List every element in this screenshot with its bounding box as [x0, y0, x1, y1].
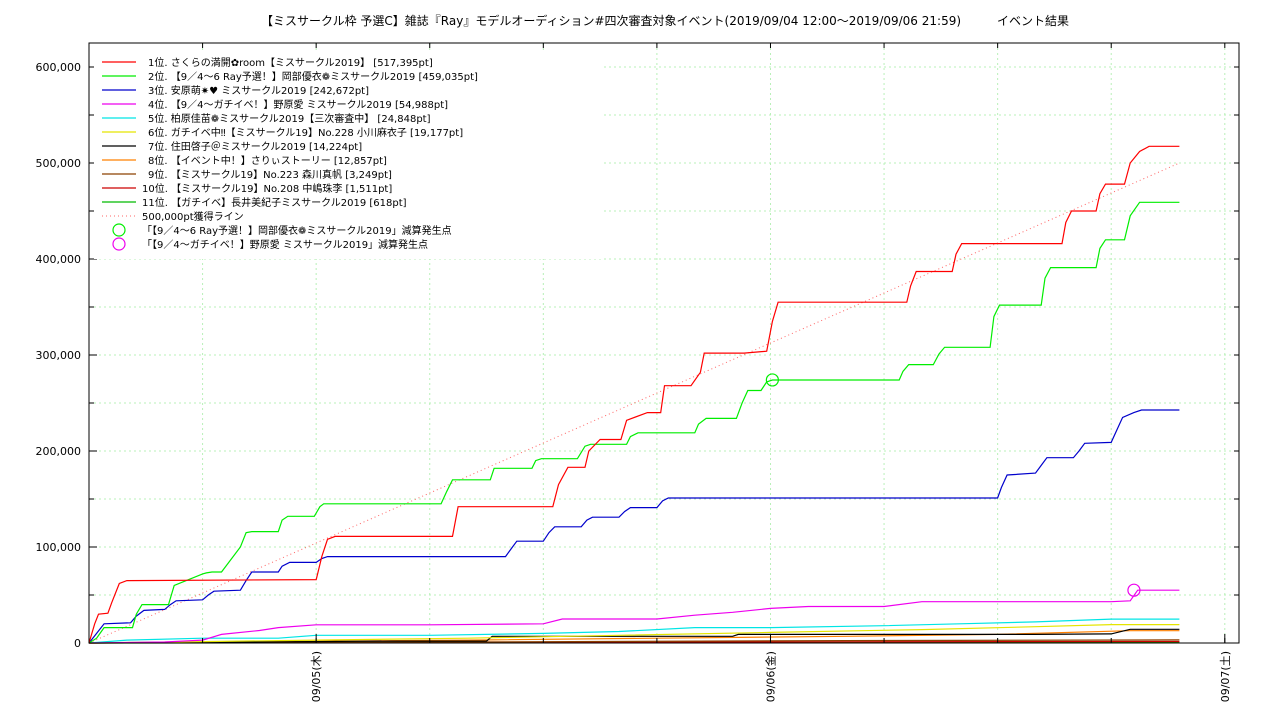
legend-label-2: 2位. 【9／4〜6 Ray予選！】岡部優衣❁ミスサークル2019 [459,0…: [148, 70, 478, 83]
legend-label-12: 500,000pt獲得ライン: [142, 210, 244, 223]
legend-box: [94, 52, 604, 259]
legend-label-9: 9位. 【ミスサークル19】No.223 森川真帆 [3,249pt]: [148, 168, 392, 181]
legend-label-4: 4位. 【9／4〜ガチイベ！】野原愛 ミスサークル2019 [54,988pt]: [148, 98, 448, 111]
legend-marker-2: [112, 237, 126, 251]
axes: 0 100,000 200,000 300,000 400,000 500,000 600,…: [36, 43, 1239, 702]
y-tick-label: 500,000: [36, 157, 82, 170]
y-tick-label: 300,000: [36, 349, 82, 362]
series-line-3: [88, 409, 1180, 644]
series-line-7: [88, 628, 1180, 644]
y-tick-label: 100,000: [36, 541, 82, 554]
deduction-marker-2: [1127, 583, 1141, 597]
legend: 1位. さくらの満開✿room【ミスサークル2019】 [517,395pt]2…: [94, 52, 604, 259]
legend-marker-label-2: 「【9／4〜ガチイベ！】野原愛 ミスサークル2019」減算発生点: [142, 238, 428, 251]
y-tick-label: 400,000: [36, 253, 82, 266]
marker-layer: [765, 373, 1141, 597]
legend-label-11: 11位. 【ガチイベ】長井美紀子ミスサークル2019 [618pt]: [142, 196, 407, 209]
series-line-4: [88, 589, 1180, 644]
y-tick-label: 600,000: [36, 61, 82, 74]
legend-label-7: 7位. 住田啓子＠ミスサークル2019 [14,224pt]: [148, 140, 362, 153]
series-line-6: [88, 623, 1180, 644]
deduction-marker-1: [765, 373, 779, 387]
series-line-1: [88, 145, 1180, 644]
x-tick-label: 09/06(金): [763, 651, 777, 702]
x-tick-label: 09/05(木): [310, 651, 323, 702]
legend-marker-label-1: 「【9／4〜6 Ray予選！】岡部優衣❁ミスサークル2019」減算発生点: [142, 224, 452, 237]
y-tick-label: 200,000: [36, 445, 82, 458]
legend-label-6: 6位. ガチイベ中‼【ミスサークル19】No.228 小川麻衣子 [19,177…: [148, 126, 463, 139]
legend-label-3: 3位. 安原萌✷♥ ミスサークル2019 [242,672pt]: [148, 84, 369, 97]
legend-label-1: 1位. さくらの満開✿room【ミスサークル2019】 [517,395pt]: [148, 56, 433, 69]
legend-label-8: 8位. 【イベント中！】さりぃストーリー [12,857pt]: [148, 154, 387, 167]
y-tick-label: 0: [74, 637, 81, 650]
x-tick-label: 09/07(土): [1219, 651, 1232, 702]
plot-frame: [88, 42, 1240, 644]
series-line-2: [88, 201, 1180, 644]
chart-title: 【ミスサークル枠 予選C】雑誌『Ray』モデルオーディション#四次審査対象イベン…: [261, 13, 1069, 28]
series-line-5: [88, 618, 1180, 644]
legend-label-5: 5位. 柏原佳苗❁ミスサークル2019【三次審査中】 [24,848pt]: [148, 112, 431, 125]
legend-label-10: 10位. 【ミスサークル19】No.208 中嶋珠李 [1,511pt]: [142, 182, 392, 195]
legend-marker-1: [112, 223, 126, 237]
series-layer: [88, 145, 1180, 644]
